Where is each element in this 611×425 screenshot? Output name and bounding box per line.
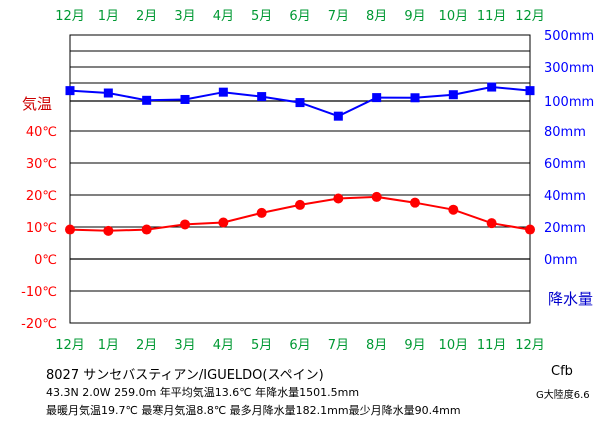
temperature-point [295,199,305,210]
month-label-top: 10月 [439,9,469,24]
month-label-bottom: 6月 [289,338,310,353]
month-label-top: 11月 [477,9,507,24]
precipitation-tick-label: 20mm [544,221,586,236]
precipitation-tick-label: 0mm [544,253,578,268]
temperature-point [103,225,114,236]
month-label-top: 2月 [136,9,157,24]
month-label-top: 8月 [366,9,387,24]
month-label-top: 4月 [213,9,234,24]
temperature-point [486,218,497,229]
month-label-top: 9月 [404,9,425,24]
precipitation-point [218,87,228,97]
month-label-bottom: 10月 [439,338,469,353]
station-summary: 43.3N 2.0W 259.0m 年平均気温13.6℃ 年降水量1501.5m… [46,386,360,399]
month-label-bottom: 9月 [404,338,425,353]
climate-class: Cfb [551,364,573,379]
temperature-point [65,224,75,235]
temperature-point [218,217,229,228]
precipitation-point [525,86,535,96]
precipitation-tick-label: 40mm [544,189,586,204]
temperature-tick-label: -20℃ [21,317,57,332]
month-label-top: 1月 [98,9,119,24]
temperature-tick-label: 0℃ [34,253,57,268]
precipitation-point [257,92,267,102]
precipitation-tick-label: 60mm [544,157,586,172]
month-label-bottom: 1月 [98,338,119,353]
precipitation-point [295,98,305,108]
precipitation-point [448,90,458,100]
precipitation-point [333,111,343,121]
temperature-point [180,219,190,230]
precipitation-point [410,93,420,103]
temperature-tick-label: 40℃ [26,125,57,140]
precipitation-point [65,86,75,96]
continentality-index: G大陸度6.6 [536,390,590,401]
precipitation-point [180,94,190,104]
temperature-point [256,207,267,218]
temperature-axis-label: 気温 [22,95,52,113]
month-label-top: 12月 [55,9,85,24]
month-label-top: 5月 [251,9,272,24]
plot-frame [69,34,531,324]
temperature-point [141,224,152,235]
month-label-bottom: 2月 [136,338,157,353]
precipitation-point [372,93,382,103]
station-extremes: 最暖月気温19.7℃ 最寒月気温8.8℃ 最多月降水量182.1mm最少月降水量… [46,404,461,417]
precipitation-tick-labels: 500mm 300mm 100mm 80mm 60mm 40mm 20mm 0mm [544,29,594,268]
temperature-tick-label: 30℃ [26,157,57,172]
month-label-bottom: 4月 [213,338,234,353]
temperature-point [525,224,535,235]
climate-chart: 12月 1月 2月 3月 4月 5月 6月 7月 8月 9月 10月 11月 12月 12月 1月 2月 3月… [21,9,594,353]
precipitation-axis-label: 降水量 [548,290,593,308]
month-label-top: 6月 [289,9,310,24]
temperature-tick-label: 10℃ [26,221,57,236]
precipitation-tick-label: 500mm [544,29,594,44]
temperature-point [448,204,459,215]
temperature-point [371,191,382,202]
precipitation-point [103,88,113,98]
precipitation-tick-label: 100mm [544,95,594,110]
precipitation-tick-label: 80mm [544,125,586,140]
month-label-bottom: 7月 [328,338,349,353]
month-label-top: 12月 [515,9,545,24]
temperature-tick-label: 20℃ [26,189,57,204]
temperature-tick-label: -10℃ [21,285,57,300]
month-label-top: 3月 [174,9,195,24]
month-label-bottom: 12月 [515,338,545,353]
grid [69,34,531,324]
station-title: 8027 サンセバスティアン/IGUELDO(スペイン) [46,368,324,383]
month-label-bottom: 3月 [174,338,195,353]
temperature-tick-labels: 40℃ 30℃ 20℃ 10℃ 0℃ -10℃ -20℃ [21,125,57,332]
precipitation-point [487,82,497,92]
month-label-top: 7月 [328,9,349,24]
month-label-bottom: 11月 [477,338,507,353]
temperature-point [410,197,420,208]
precipitation-point [142,95,152,105]
temperature-point [333,193,344,204]
month-label-bottom: 5月 [251,338,272,353]
top-month-labels: 12月 1月 2月 3月 4月 5月 6月 7月 8月 9月 10月 11月 12月 [55,9,545,24]
precipitation-tick-label: 300mm [544,61,594,76]
bottom-month-labels: 12月 1月 2月 3月 4月 5月 6月 7月 8月 9月 10月 11月 12月 [55,338,545,353]
month-label-bottom: 12月 [55,338,85,353]
series-marks [65,82,535,236]
month-label-bottom: 8月 [366,338,387,353]
